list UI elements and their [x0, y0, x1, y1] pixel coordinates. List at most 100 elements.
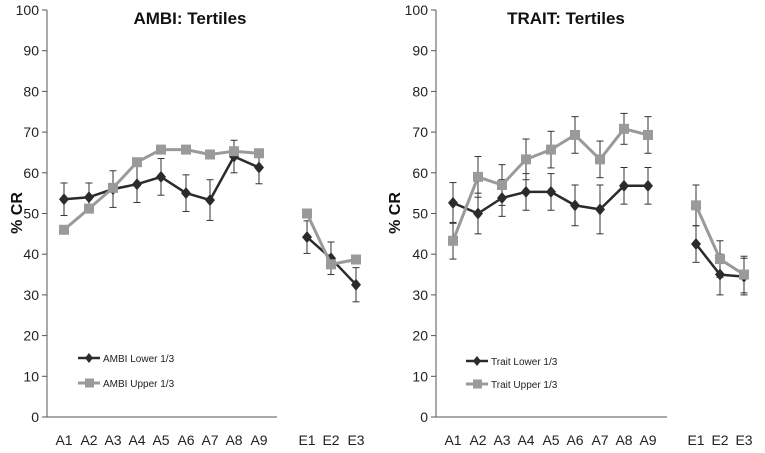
data-point-square — [497, 180, 507, 191]
x-tick-label: A1 — [444, 432, 461, 448]
data-point-diamond — [59, 193, 69, 206]
x-tick-label: A2 — [469, 432, 486, 448]
x-tick-label: A8 — [225, 432, 242, 448]
data-point-square — [132, 157, 142, 168]
data-point-diamond — [351, 278, 361, 291]
data-point-diamond — [302, 231, 312, 244]
y-tick-label: 70 — [23, 124, 39, 140]
data-point-square — [643, 129, 653, 140]
x-tick-label: A5 — [152, 432, 169, 448]
data-point-square — [739, 269, 749, 280]
chart-title: TRAIT: Tertiles — [507, 9, 625, 28]
data-point-square — [473, 171, 483, 182]
data-point-diamond — [156, 170, 166, 183]
y-tick-label: 40 — [23, 246, 39, 262]
chart-panel: TRAIT: Tertiles % CR 0 10 20 30 40 50 60 70 80 90 10… — [387, 2, 753, 448]
y-tick-label: 100 — [405, 2, 429, 18]
data-point-square — [326, 259, 336, 270]
y-tick-label: 80 — [412, 83, 428, 99]
x-tick-label: A9 — [639, 432, 656, 448]
data-point-square — [156, 144, 166, 155]
y-tick-label: 60 — [23, 165, 39, 181]
legend-marker — [85, 378, 94, 388]
data-point-square — [521, 154, 531, 165]
data-point-diamond — [254, 161, 264, 174]
legend-label: Trait Lower 1/3 — [491, 357, 558, 368]
y-tick-label: 20 — [23, 328, 39, 344]
data-point-diamond — [473, 207, 483, 220]
data-point-diamond — [205, 194, 215, 207]
y-tick-label: 0 — [31, 409, 39, 425]
x-tick-label: A4 — [128, 432, 145, 448]
data-point-square — [691, 200, 701, 211]
x-tick-label: E1 — [298, 432, 315, 448]
y-tick-label: 40 — [412, 246, 428, 262]
y-tick-label: 30 — [412, 287, 428, 303]
x-tick-label: E2 — [711, 432, 728, 448]
x-tick-label: E3 — [347, 432, 364, 448]
x-tick-label: A7 — [201, 432, 218, 448]
data-point-square — [254, 148, 264, 159]
data-point-square — [448, 235, 458, 246]
data-point-diamond — [619, 179, 629, 192]
data-point-diamond — [521, 185, 531, 198]
legend-marker — [85, 353, 93, 363]
y-tick-label: 100 — [16, 2, 40, 18]
y-tick-label: 30 — [23, 287, 39, 303]
data-point-square — [351, 254, 361, 265]
legend-marker — [473, 379, 482, 389]
x-tick-label: E1 — [687, 432, 704, 448]
y-tick-label: 70 — [412, 124, 428, 140]
x-tick-label: A2 — [80, 432, 97, 448]
data-point-diamond — [132, 178, 142, 191]
data-point-square — [108, 182, 118, 193]
chart-panel: AMBI: Tertiles % CR 0 10 20 30 40 50 60 70 80 90 100… — [9, 2, 365, 448]
legend-marker — [473, 356, 481, 366]
y-tick-label: 10 — [412, 368, 428, 384]
x-tick-label: A6 — [177, 432, 194, 448]
legend-label: AMBI Upper 1/3 — [103, 379, 175, 390]
y-tick-label: 50 — [412, 206, 428, 222]
y-tick-label: 90 — [412, 43, 428, 59]
x-tick-label: A1 — [55, 432, 72, 448]
data-point-square — [715, 254, 725, 265]
series-upper: Trait Upper 1/3 — [448, 112, 749, 391]
y-tick-label: 50 — [23, 206, 39, 222]
data-point-diamond — [181, 187, 191, 200]
chart-title: AMBI: Tertiles — [133, 9, 246, 28]
x-tick-label: E3 — [735, 432, 752, 448]
x-tick-label: A3 — [493, 432, 510, 448]
y-axis-label: % CR — [387, 192, 404, 234]
x-tick-label: A3 — [104, 432, 121, 448]
series-lower: AMBI Lower 1/3 — [59, 139, 361, 365]
data-point-diamond — [546, 185, 556, 198]
data-point-square — [205, 149, 215, 160]
data-point-square — [546, 144, 556, 155]
data-point-diamond — [570, 199, 580, 212]
x-tick-label: A9 — [250, 432, 267, 448]
data-point-square — [619, 123, 629, 134]
x-tick-label: A5 — [542, 432, 559, 448]
y-tick-label: 20 — [412, 328, 428, 344]
y-tick-label: 0 — [420, 409, 428, 425]
x-tick-label: E2 — [322, 432, 339, 448]
data-point-square — [84, 203, 94, 214]
data-point-square — [595, 154, 605, 165]
y-tick-label: 80 — [23, 83, 39, 99]
data-point-diamond — [448, 196, 458, 209]
data-point-square — [570, 129, 580, 140]
x-tick-label: A7 — [591, 432, 608, 448]
legend-label: Trait Upper 1/3 — [491, 380, 558, 391]
x-tick-label: A4 — [517, 432, 534, 448]
legend-label: AMBI Lower 1/3 — [103, 354, 175, 365]
x-tick-label: A8 — [615, 432, 632, 448]
y-tick-label: 90 — [23, 43, 39, 59]
data-point-square — [181, 144, 191, 155]
series-upper: AMBI Upper 1/3 — [59, 144, 361, 390]
data-point-square — [59, 224, 69, 235]
series-lower: Trait Lower 1/3 — [448, 167, 749, 368]
data-point-diamond — [691, 238, 701, 251]
x-tick-label: A6 — [566, 432, 583, 448]
